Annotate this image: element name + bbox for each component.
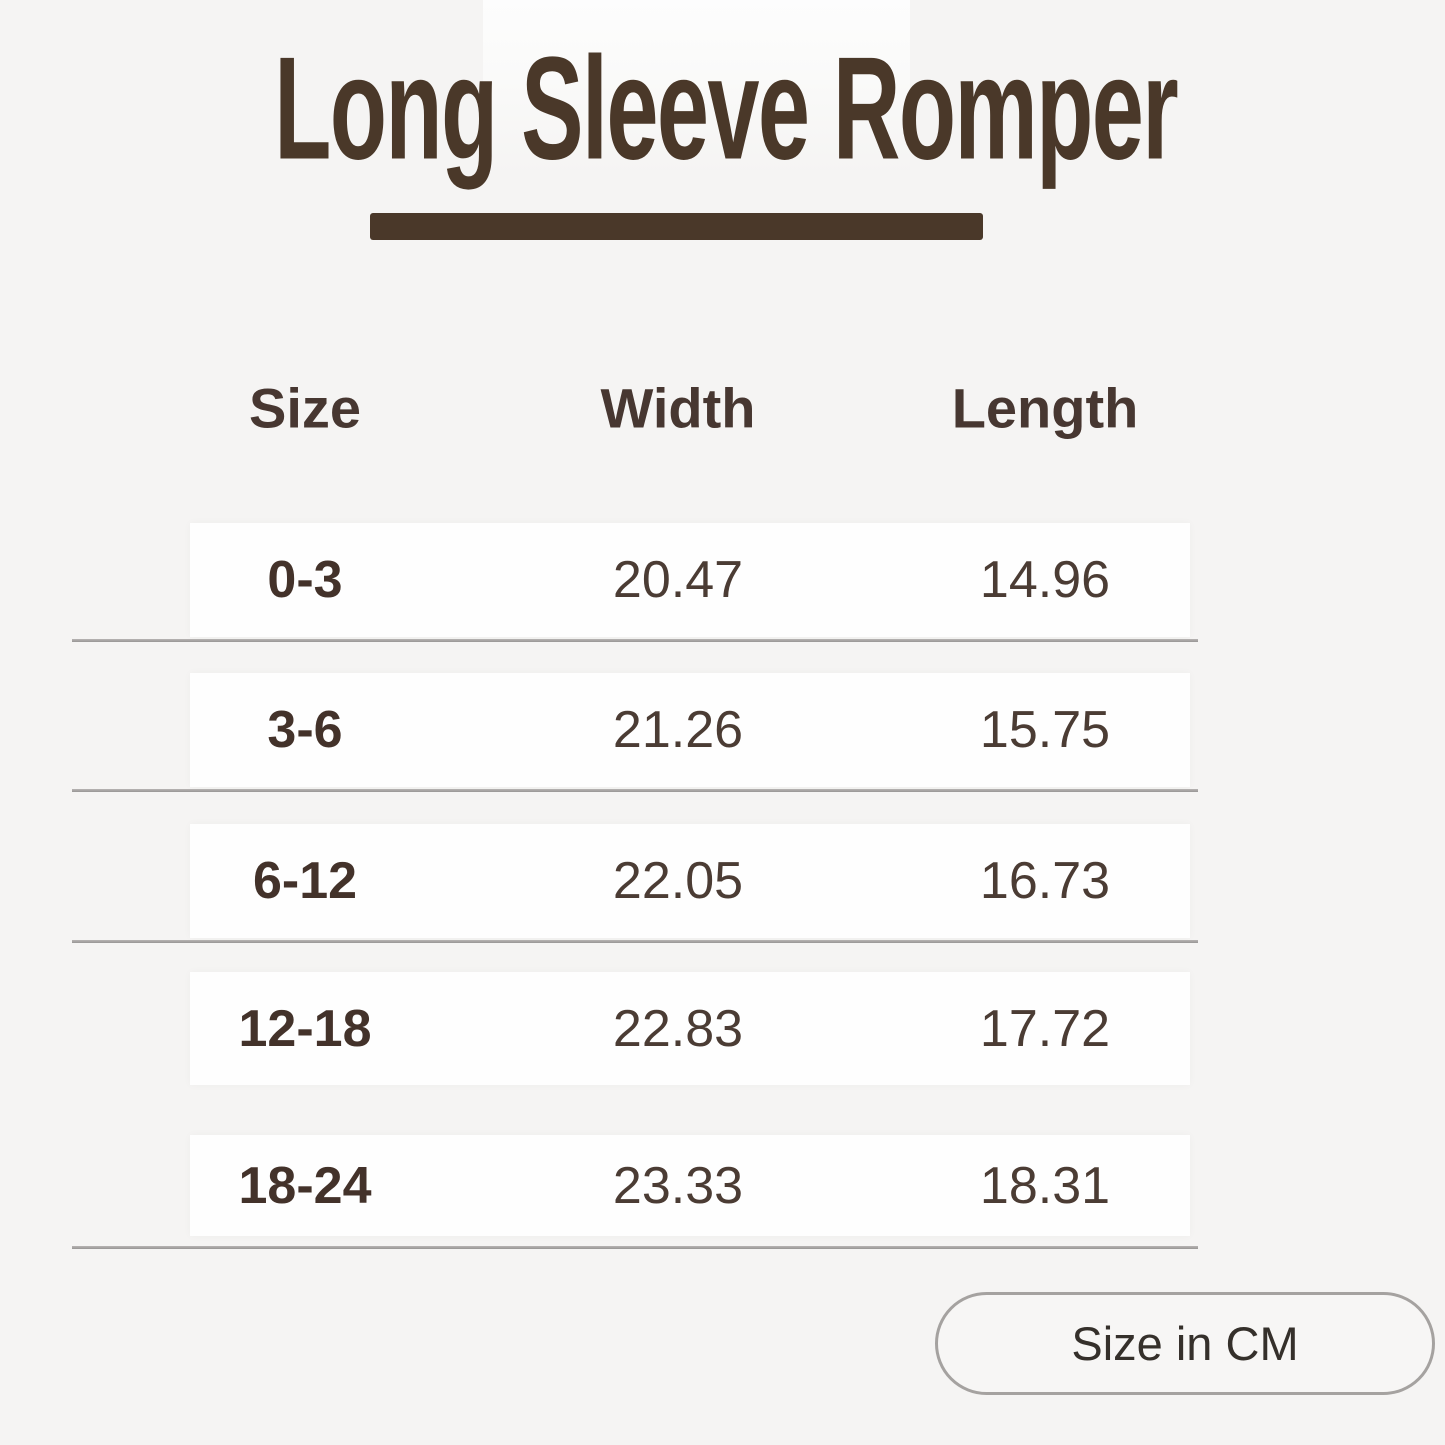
size-cell: 18-24: [238, 1156, 372, 1215]
row-divider: [72, 639, 1198, 642]
table-header-row: Size Width Length: [190, 377, 1190, 440]
table-row: 12-18 22.83 17.72: [190, 972, 1190, 1085]
header-size: Size: [248, 376, 362, 440]
row-divider: [72, 940, 1198, 943]
table-row: 0-3 20.47 14.96: [190, 523, 1190, 637]
table-row: 18-24 23.33 18.31: [190, 1135, 1190, 1236]
length-cell: 17.72: [979, 999, 1111, 1058]
row-divider: [72, 789, 1198, 792]
page-title: Long Sleeve Romper: [274, 26, 1179, 191]
width-cell: 23.33: [612, 1156, 744, 1215]
header-width: Width: [600, 376, 756, 440]
size-cell: 12-18: [238, 999, 372, 1058]
length-cell: 18.31: [979, 1156, 1111, 1215]
size-cell: 3-6: [267, 701, 343, 759]
width-cell: 20.47: [612, 551, 744, 609]
size-cell: 6-12: [252, 852, 358, 910]
size-unit-badge: Size in CM: [935, 1292, 1435, 1395]
length-cell: 15.75: [979, 701, 1111, 759]
length-cell: 14.96: [979, 551, 1111, 609]
top-highlight: [483, 0, 910, 175]
table-row: 6-12 22.05 16.73: [190, 824, 1190, 938]
size-unit-label: Size in CM: [1071, 1317, 1299, 1370]
header-length: Length: [951, 376, 1139, 440]
title-underline: [370, 213, 983, 240]
width-cell: 22.05: [612, 852, 744, 910]
table-row: 3-6 21.26 15.75: [190, 673, 1190, 787]
length-cell: 16.73: [979, 852, 1111, 910]
row-divider: [72, 1246, 1198, 1249]
width-cell: 21.26: [612, 701, 744, 759]
size-cell: 0-3: [267, 551, 343, 609]
width-cell: 22.83: [612, 999, 744, 1058]
